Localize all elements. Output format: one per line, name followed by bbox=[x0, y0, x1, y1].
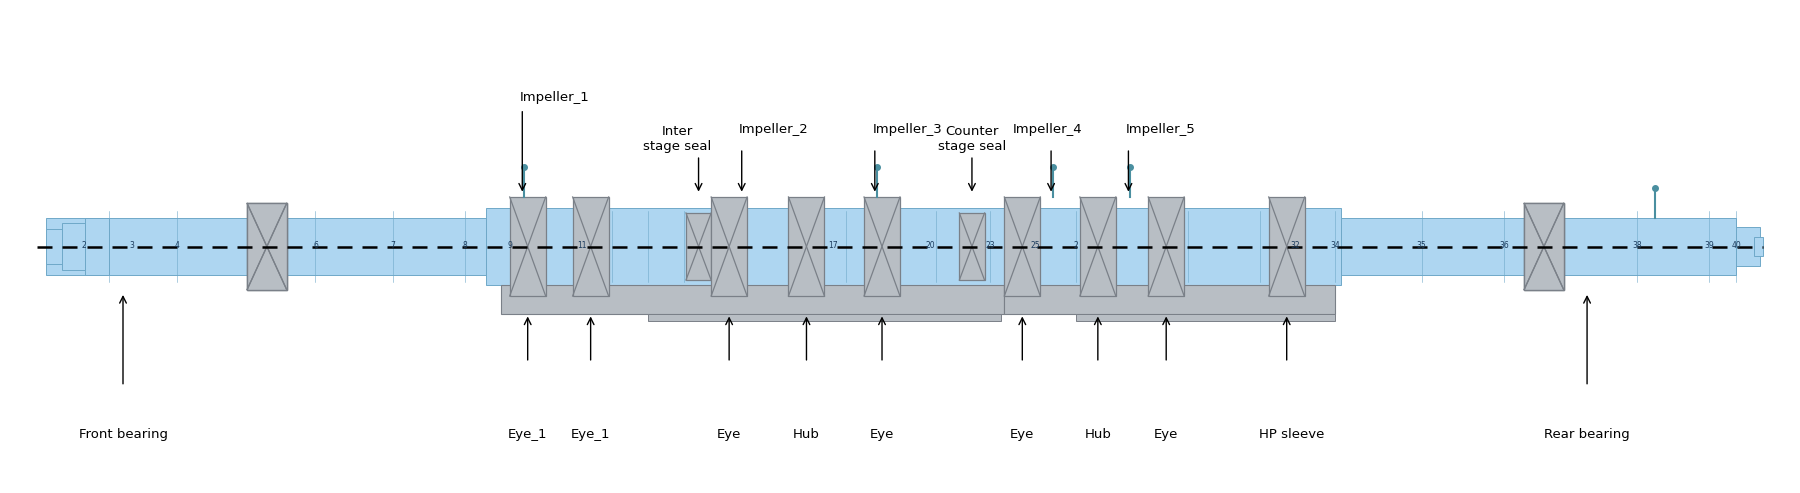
Text: Eye: Eye bbox=[1154, 428, 1179, 441]
Bar bbox=[45, 218, 486, 275]
Text: 25: 25 bbox=[1030, 241, 1040, 250]
Text: 8: 8 bbox=[463, 241, 468, 250]
Bar bbox=[500, 285, 1004, 314]
Text: 2: 2 bbox=[81, 241, 86, 250]
Bar bbox=[486, 208, 1341, 285]
Bar bbox=[1737, 227, 1760, 266]
Bar bbox=[247, 203, 286, 290]
Bar bbox=[1004, 197, 1040, 296]
Text: Hub: Hub bbox=[1084, 428, 1111, 441]
Text: Eye: Eye bbox=[869, 428, 895, 441]
Text: Front bearing: Front bearing bbox=[79, 428, 167, 441]
Bar bbox=[1525, 203, 1564, 290]
Bar bbox=[1525, 203, 1564, 290]
Text: Impeller_4: Impeller_4 bbox=[1013, 123, 1082, 136]
Text: 9: 9 bbox=[508, 241, 513, 250]
Text: Impeller_1: Impeller_1 bbox=[520, 91, 590, 104]
Bar bbox=[648, 314, 1001, 321]
Bar bbox=[572, 197, 608, 296]
Bar bbox=[1755, 237, 1764, 256]
Bar bbox=[686, 213, 711, 280]
Text: Hub: Hub bbox=[794, 428, 821, 441]
Text: Rear bearing: Rear bearing bbox=[1544, 428, 1631, 441]
Text: Counter
stage seal: Counter stage seal bbox=[938, 125, 1006, 153]
Text: Impeller_5: Impeller_5 bbox=[1127, 123, 1195, 136]
Bar bbox=[85, 218, 108, 275]
Text: 17: 17 bbox=[828, 241, 839, 250]
Bar bbox=[1080, 197, 1116, 296]
Bar bbox=[864, 197, 900, 296]
Text: 2: 2 bbox=[1075, 241, 1078, 250]
Text: Impeller_3: Impeller_3 bbox=[873, 123, 941, 136]
Bar bbox=[711, 197, 747, 296]
Text: Eye_1: Eye_1 bbox=[508, 428, 547, 441]
Bar bbox=[788, 197, 824, 296]
Text: 39: 39 bbox=[1705, 241, 1714, 250]
Bar bbox=[1269, 197, 1305, 296]
Text: 3: 3 bbox=[130, 241, 135, 250]
Text: HP sleeve: HP sleeve bbox=[1260, 428, 1325, 441]
Text: 4: 4 bbox=[175, 241, 180, 250]
Text: 34: 34 bbox=[1330, 241, 1341, 250]
Bar bbox=[509, 197, 545, 296]
Bar bbox=[1148, 197, 1184, 296]
Text: 6: 6 bbox=[313, 241, 319, 250]
Text: 38: 38 bbox=[1633, 241, 1642, 250]
Text: 36: 36 bbox=[1499, 241, 1508, 250]
Text: 40: 40 bbox=[1732, 241, 1741, 250]
Bar bbox=[61, 223, 85, 270]
Text: Impeller_2: Impeller_2 bbox=[740, 123, 808, 136]
Text: 20: 20 bbox=[925, 241, 936, 250]
Bar bbox=[1004, 285, 1336, 314]
Bar bbox=[247, 203, 286, 290]
Text: 35: 35 bbox=[1417, 241, 1426, 250]
Bar bbox=[45, 229, 63, 264]
Text: Eye: Eye bbox=[716, 428, 742, 441]
Bar bbox=[959, 213, 985, 280]
Text: Eye: Eye bbox=[1010, 428, 1035, 441]
Text: Inter
stage seal: Inter stage seal bbox=[643, 125, 711, 153]
Text: 23: 23 bbox=[985, 241, 995, 250]
Text: 32: 32 bbox=[1291, 241, 1301, 250]
Text: 11: 11 bbox=[576, 241, 587, 250]
Bar bbox=[1076, 314, 1336, 321]
Text: 7: 7 bbox=[391, 241, 396, 250]
Bar bbox=[1341, 218, 1737, 275]
Text: Eye_1: Eye_1 bbox=[571, 428, 610, 441]
